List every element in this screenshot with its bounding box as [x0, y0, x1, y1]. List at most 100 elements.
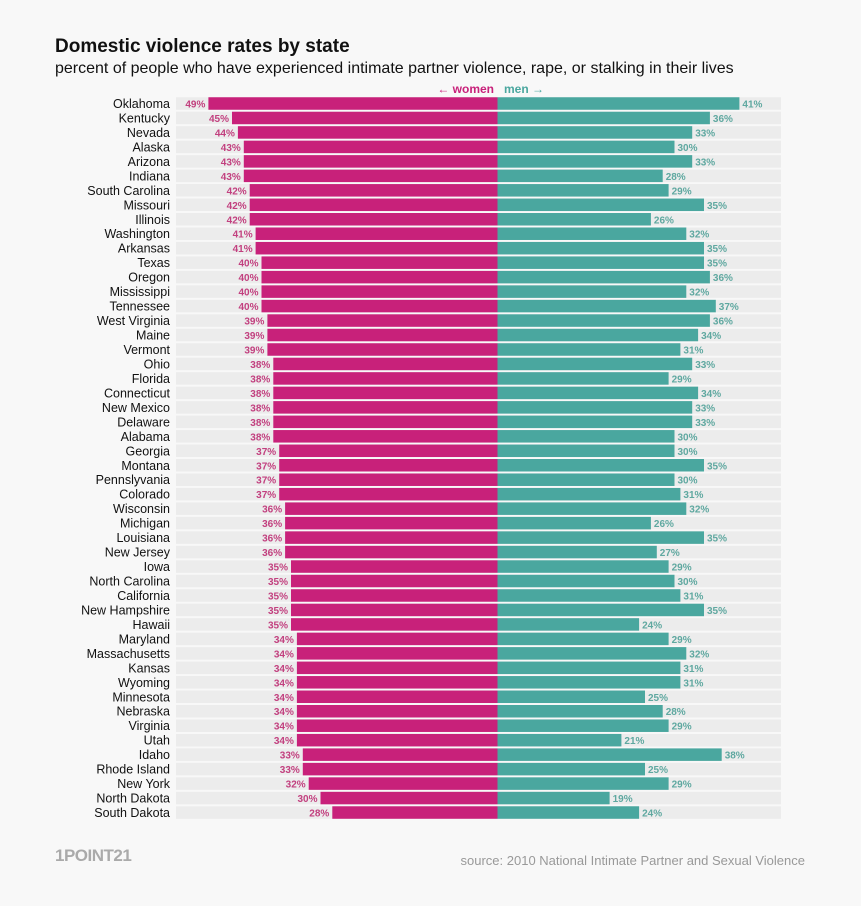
men-value-label: 31% — [683, 678, 703, 689]
men-value-label: 33% — [695, 128, 715, 139]
bar-women-new-york — [308, 777, 498, 790]
men-value-label: 21% — [624, 736, 644, 747]
bar-men-new-hampshire — [497, 603, 704, 617]
men-value-label: 41% — [742, 100, 762, 111]
bar-women-virginia — [296, 719, 498, 732]
state-label: Pennslyvania — [96, 473, 170, 487]
men-value-label: 31% — [683, 591, 703, 602]
bar-men-kansas — [497, 661, 681, 675]
men-value-label: 31% — [683, 664, 703, 675]
bar-men-maine — [497, 328, 699, 342]
bar-women-north-dakota — [320, 791, 498, 805]
men-value-label: 29% — [672, 635, 692, 646]
bar-men-oregon — [497, 270, 710, 284]
women-value-label: 37% — [256, 461, 276, 472]
women-value-label: 42% — [227, 201, 247, 212]
bar-men-alabama — [497, 430, 675, 443]
women-value-label: 43% — [221, 157, 241, 168]
bar-women-mississippi — [261, 285, 498, 298]
state-label: Delaware — [117, 415, 170, 429]
bar-men-nevada — [497, 126, 693, 139]
women-value-label: 38% — [250, 374, 270, 385]
men-value-label: 29% — [672, 780, 692, 791]
men-value-label: 31% — [683, 345, 703, 356]
men-value-label: 31% — [683, 490, 703, 501]
bar-men-north-carolina — [497, 574, 675, 588]
bar-men-wisconsin — [497, 502, 687, 515]
bar-men-indiana — [497, 169, 663, 183]
men-value-label: 29% — [672, 722, 692, 733]
bar-men-connecticut — [497, 386, 699, 400]
bar-women-montana — [279, 459, 498, 472]
chart-subtitle: percent of people who have experienced i… — [55, 60, 734, 77]
state-label: Alaska — [132, 140, 170, 154]
bar-women-pennslyvania — [279, 473, 498, 486]
women-value-label: 41% — [233, 244, 253, 255]
state-label: Louisiana — [116, 531, 170, 545]
state-label: Alabama — [121, 430, 170, 444]
men-value-label: 28% — [666, 172, 686, 183]
bar-women-maryland — [296, 632, 498, 646]
bar-men-missouri — [497, 198, 704, 212]
women-value-label: 30% — [297, 794, 317, 805]
women-value-label: 35% — [268, 591, 288, 602]
women-value-label: 49% — [185, 100, 205, 111]
bar-women-new-jersey — [285, 545, 498, 559]
bar-men-colorado — [497, 487, 681, 501]
women-value-label: 35% — [268, 577, 288, 588]
bar-men-rhode-island — [497, 762, 645, 776]
bar-women-california — [291, 589, 498, 602]
bar-men-arizona — [497, 155, 693, 168]
state-label: South Carolina — [87, 184, 170, 198]
women-value-label: 43% — [221, 172, 241, 183]
bar-men-vermont — [497, 343, 681, 356]
bar-women-arizona — [243, 155, 498, 168]
bar-women-delaware — [273, 415, 498, 429]
women-value-label: 35% — [268, 563, 288, 574]
women-value-label: 36% — [262, 534, 282, 545]
men-value-label: 25% — [648, 693, 668, 704]
women-value-label: 38% — [250, 432, 270, 443]
men-value-label: 36% — [713, 114, 733, 125]
state-label: Nebraska — [117, 705, 171, 719]
men-value-label: 30% — [678, 447, 698, 458]
state-label: Vermont — [123, 343, 170, 357]
state-label: Minnesota — [112, 690, 170, 704]
women-value-label: 32% — [286, 780, 306, 791]
brand-logo: 1POINT21 — [55, 846, 132, 865]
bar-men-michigan — [497, 516, 651, 530]
state-label: Virginia — [129, 719, 171, 733]
men-value-label: 24% — [642, 809, 662, 820]
bar-men-delaware — [497, 415, 693, 429]
bar-men-maryland — [497, 632, 669, 646]
bar-men-alaska — [497, 140, 675, 154]
bar-women-nebraska — [296, 704, 498, 718]
bar-women-south-carolina — [249, 184, 498, 197]
bar-men-hawaii — [497, 618, 640, 631]
women-value-label: 40% — [238, 259, 258, 270]
women-value-label: 38% — [250, 360, 270, 371]
bar-women-new-mexico — [273, 401, 498, 414]
chart-title: Domestic violence rates by state — [55, 36, 350, 57]
men-value-label: 35% — [707, 259, 727, 270]
men-value-label: 33% — [695, 360, 715, 371]
women-value-label: 39% — [244, 331, 264, 342]
bar-women-idaho — [302, 748, 498, 761]
bar-men-louisiana — [497, 531, 704, 544]
bar-women-iowa — [291, 560, 498, 573]
bar-women-washington — [255, 227, 498, 240]
women-value-label: 38% — [250, 403, 270, 414]
bar-women-texas — [261, 256, 498, 269]
state-label: New Mexico — [102, 401, 170, 415]
bar-men-new-mexico — [497, 401, 693, 414]
state-label: South Dakota — [94, 806, 170, 820]
women-value-label: 40% — [238, 273, 258, 284]
bar-women-south-dakota — [332, 806, 498, 819]
women-value-label: 42% — [227, 215, 247, 226]
women-value-label: 45% — [209, 114, 229, 125]
women-value-label: 39% — [244, 345, 264, 356]
women-value-label: 34% — [274, 693, 294, 704]
state-label: Arizona — [128, 155, 170, 169]
bar-women-tennessee — [261, 299, 498, 313]
men-value-label: 32% — [689, 649, 709, 660]
